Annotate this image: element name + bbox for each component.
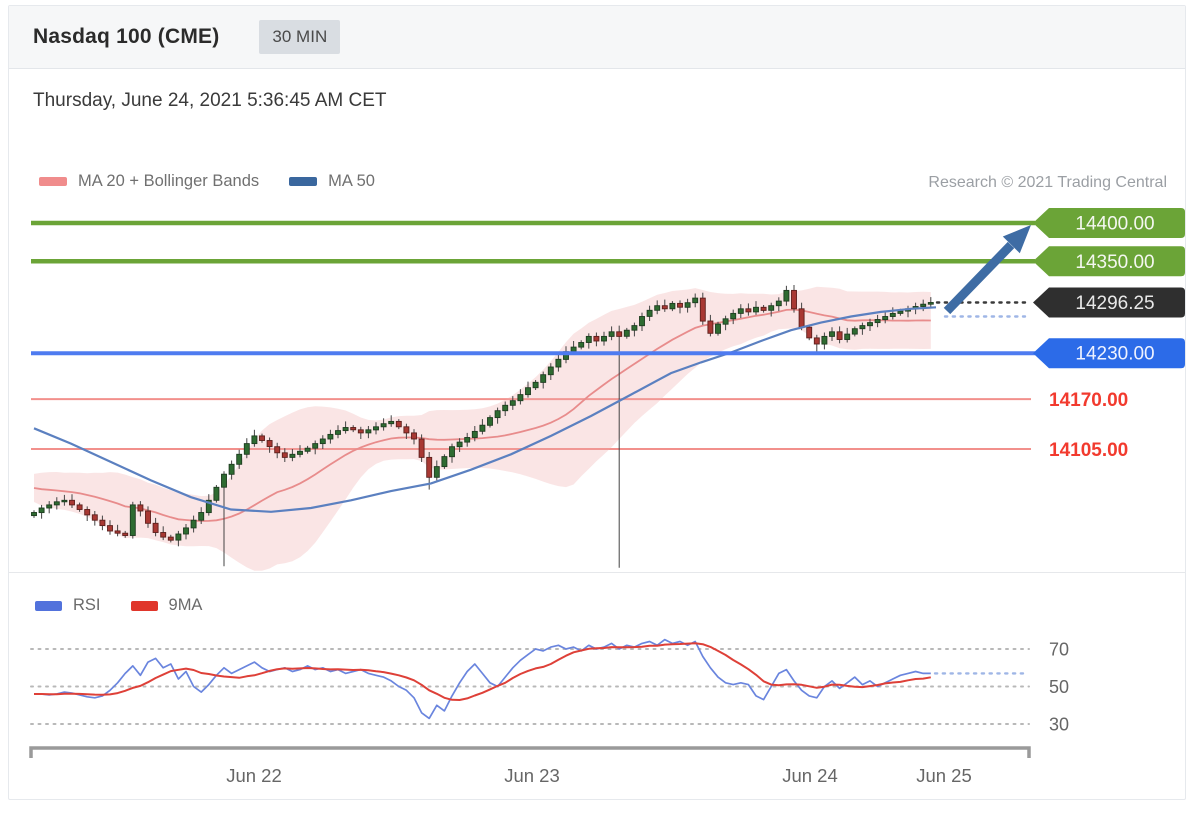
rsi-tick-label-30: 30 xyxy=(1049,715,1069,735)
legend-item-9ma: 9MA xyxy=(130,596,203,615)
rsi-tick-label-50: 50 xyxy=(1049,677,1069,697)
rsi-tick-label-70: 70 xyxy=(1049,640,1069,660)
ma20-line xyxy=(33,308,931,522)
trading-central-chart-card: Nasdaq 100 (CME) 30 MIN Thursday, June 2… xyxy=(8,5,1186,800)
chart-timestamp: Thursday, June 24, 2021 5:36:45 AM CET xyxy=(33,90,387,111)
price-badge-14230: 14230.00 xyxy=(1033,338,1185,369)
chart-header: Nasdaq 100 (CME) 30 MIN xyxy=(9,6,1185,69)
ma50-swatch-icon xyxy=(289,177,318,186)
timeframe-badge: 30 MIN xyxy=(259,20,341,54)
price-badge-14296.25: 14296.25 xyxy=(1033,287,1185,318)
rsi-swatch-icon xyxy=(35,600,62,611)
rsi-line xyxy=(34,638,931,720)
legend-label-ma20: MA 20 + Bollinger Bands xyxy=(78,172,260,190)
price-chart-canvas: 14400.00 14350.00 14296.25 14230.00 14170.00… xyxy=(9,151,1187,571)
rsi-chart-canvas: 70 50 30 Jun 22 Jun 23 Jun 24 Jun 25 xyxy=(9,576,1187,791)
x-axis-line xyxy=(29,746,1031,758)
legend-label-9ma: 9MA xyxy=(168,596,203,614)
rsi-legend: RSI 9MA xyxy=(35,596,232,615)
instrument-title: Nasdaq 100 (CME) xyxy=(33,25,220,48)
bullish-scenario-arrow xyxy=(943,225,1031,315)
rsi-9ma-swatch-icon xyxy=(130,600,158,611)
main-chart-legend: MA 20 + Bollinger Bands MA 50 xyxy=(39,172,405,191)
svg-text:14230.00: 14230.00 xyxy=(1075,344,1154,365)
x-axis-label-2: Jun 24 xyxy=(782,765,838,786)
svg-text:14400.00: 14400.00 xyxy=(1075,214,1154,235)
legend-label-rsi: RSI xyxy=(73,596,101,614)
price-label-14170: 14170.00 xyxy=(1049,390,1128,411)
svg-text:14296.25: 14296.25 xyxy=(1075,293,1154,314)
x-axis-label-1: Jun 23 xyxy=(504,765,560,786)
price-badge-14350: 14350.00 xyxy=(1033,246,1185,277)
svg-text:14350.00: 14350.00 xyxy=(1075,252,1154,273)
legend-item-ma20-bollinger: MA 20 + Bollinger Bands xyxy=(39,172,259,191)
legend-item-rsi: RSI xyxy=(35,596,101,615)
legend-label-ma50: MA 50 xyxy=(328,172,375,190)
legend-item-ma50: MA 50 xyxy=(289,172,375,191)
x-axis-label-0: Jun 22 xyxy=(226,765,282,786)
price-badge-14400: 14400.00 xyxy=(1033,208,1185,238)
attribution-text: Research © 2021 Trading Central xyxy=(928,174,1167,191)
panel-divider xyxy=(9,572,1185,573)
price-label-14105: 14105.00 xyxy=(1049,440,1128,461)
candlestick-series xyxy=(31,285,934,568)
rsi-9ma-line xyxy=(34,642,931,701)
ma20-bollinger-swatch-icon xyxy=(39,177,67,186)
x-axis-label-3: Jun 25 xyxy=(916,765,972,786)
ma50-line xyxy=(33,306,937,513)
